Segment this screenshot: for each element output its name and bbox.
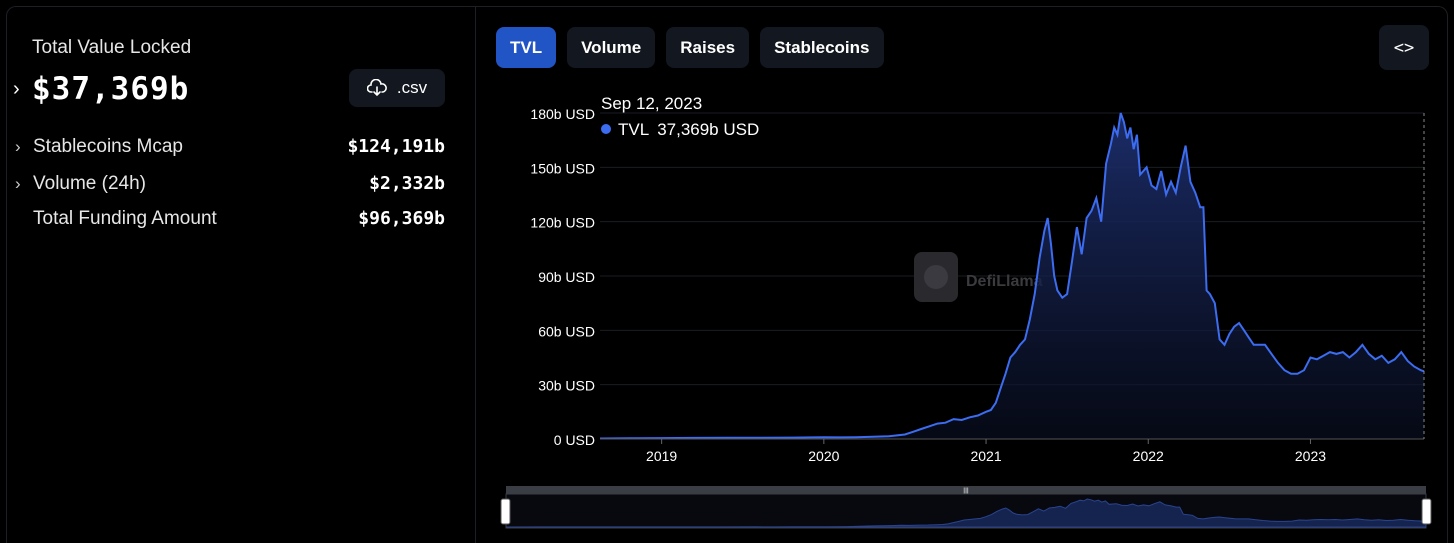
y-tick-label: 0 USD — [554, 432, 595, 448]
embed-code-button[interactable]: <> — [1379, 25, 1429, 70]
y-tick-label: 180b USD — [530, 106, 595, 122]
defillama-watermark: DefiLlama — [914, 252, 1043, 302]
tvl-area — [600, 113, 1424, 439]
tooltip-series-dot — [601, 124, 611, 134]
x-tick-label: 2019 — [646, 448, 677, 464]
tab-volume[interactable]: Volume — [567, 27, 656, 68]
y-tick-label: 150b USD — [530, 160, 595, 176]
tab-tvl[interactable]: TVL — [496, 27, 557, 68]
y-tick-label: 30b USD — [538, 378, 595, 394]
total-funding-row: Total Funding Amount $96,369b — [15, 208, 445, 230]
row-value: $96,369b — [358, 208, 445, 229]
brush-handle-left[interactable] — [500, 498, 511, 525]
chevron-right-icon[interactable]: › — [13, 78, 20, 100]
row-value: $124,191b — [347, 136, 445, 157]
row-label: Total Funding Amount — [33, 208, 217, 229]
row-label: Volume (24h) — [33, 173, 147, 194]
summary-panel: Total Value Locked › $37,369b .csv › Stab… — [7, 7, 476, 543]
tab-stablecoins[interactable]: Stablecoins — [760, 27, 884, 68]
watermark-text: DefiLlama — [966, 273, 1043, 290]
brush-mini-area — [505, 498, 1427, 528]
x-axis: 2019 2020 2021 2022 2023 — [600, 438, 1424, 464]
chevron-right-icon: › — [15, 174, 21, 193]
tooltip-series: TVL — [618, 120, 649, 139]
y-axis: 0 USD 30b USD 60b USD 90b USD 120b USD 150b U… — [530, 106, 595, 448]
stablecoins-mcap-row[interactable]: › Stablecoins Mcap $124,191b — [15, 136, 445, 158]
y-tick-label: 60b USD — [538, 323, 595, 339]
tvl-line — [599, 112, 1425, 440]
download-csv-button[interactable]: .csv — [349, 69, 445, 107]
csv-label: .csv — [396, 78, 428, 97]
brush-grip: ||| — [963, 488, 969, 495]
chevron-right-icon: › — [15, 137, 21, 156]
x-tick-label: 2020 — [808, 448, 839, 464]
row-value: $2,332b — [369, 173, 445, 194]
dashboard-frame — [6, 6, 1448, 543]
x-tick-label: 2022 — [1133, 448, 1164, 464]
tooltip-date: Sep 12, 2023 — [601, 94, 702, 113]
row-label: Stablecoins Mcap — [33, 136, 183, 157]
tooltip: Sep 12, 2023 TVL 37,369b USD — [601, 94, 759, 139]
y-tick-label: 120b USD — [530, 215, 595, 231]
tvl-label: Total Value Locked — [32, 37, 192, 58]
chart-tabs: TVL Volume Raises Stablecoins — [496, 27, 884, 68]
tooltip-value: 37,369b USD — [657, 120, 759, 139]
y-tick-label: 90b USD — [538, 269, 595, 285]
volume-24h-row[interactable]: › Volume (24h) $2,332b — [15, 173, 445, 195]
cloud-download-icon — [366, 79, 387, 97]
tvl-value: $37,369b — [32, 71, 190, 107]
tab-raises[interactable]: Raises — [666, 27, 750, 68]
brush-handle-right[interactable] — [1421, 498, 1432, 525]
range-brush[interactable]: ||| — [500, 486, 1432, 529]
x-tick-label: 2021 — [970, 448, 1001, 464]
chart-grid — [600, 112, 1424, 440]
x-tick-label: 2023 — [1295, 448, 1326, 464]
